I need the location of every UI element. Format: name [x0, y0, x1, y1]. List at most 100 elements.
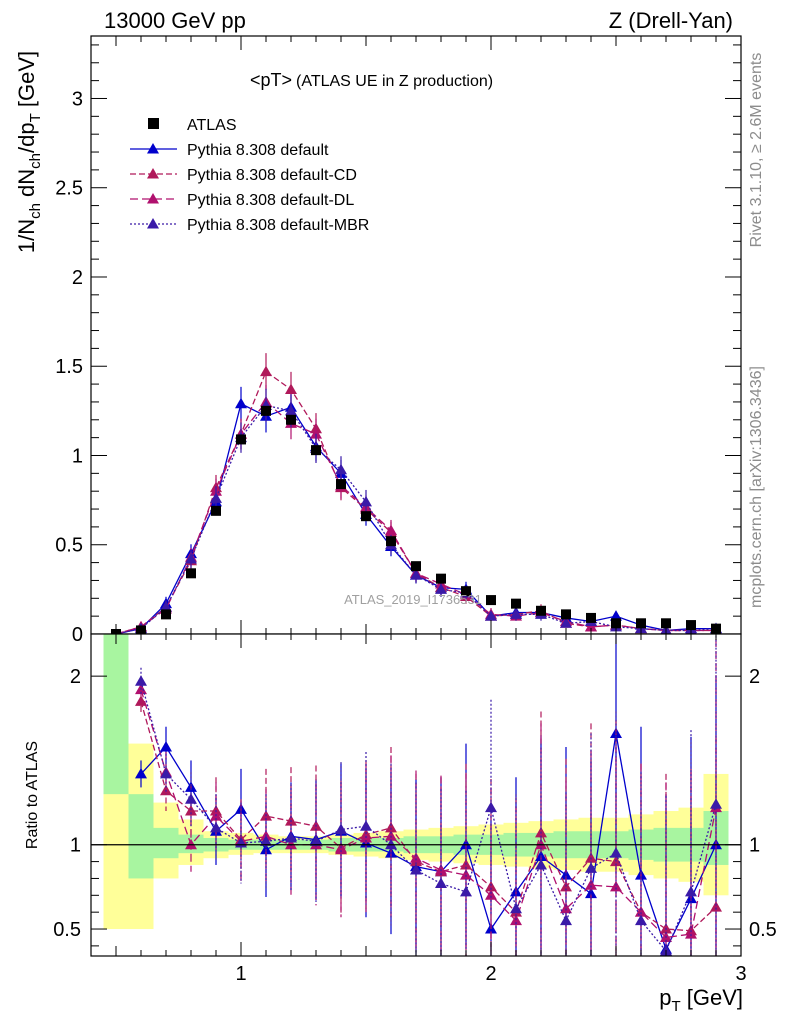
- legend-label-cd: Pythia 8.308 default-CD: [187, 167, 357, 184]
- atlas-data-point: [236, 434, 246, 445]
- series-point-mbr: [435, 583, 447, 594]
- atlas-data-point: [336, 479, 346, 490]
- series-point-mbr: [210, 492, 222, 503]
- legend-marker-dl: [147, 193, 159, 204]
- atlas-data-point: [636, 618, 646, 629]
- series-point-default: [235, 397, 247, 409]
- atlas-data-point: [211, 505, 221, 516]
- atlas-data-point: [361, 511, 371, 522]
- ratio-point-mbr: [535, 858, 547, 870]
- mcplots-label: mcplots.cern.ch [arXiv:1306.3436]: [748, 366, 765, 608]
- atlas-data-point: [436, 573, 446, 584]
- atlas-data-point: [461, 586, 471, 597]
- series-point-mbr: [360, 495, 372, 507]
- atlas-data-point: [486, 595, 496, 606]
- ratio-point-mbr: [135, 675, 147, 686]
- legend-marker-atlas: [148, 118, 159, 129]
- y-axis-label-bottom: Ratio to ATLAS: [24, 741, 41, 849]
- y-tick-label-bottom: 0.5: [53, 919, 81, 941]
- series-point-cd: [285, 383, 297, 394]
- y-tick-label-top: 3: [72, 88, 83, 110]
- atlas-data-point: [661, 618, 671, 629]
- ratio-point-dl: [410, 852, 422, 863]
- ratio-point-mbr: [385, 838, 397, 850]
- ratio-line-cd: [140, 701, 717, 932]
- legend-marker-default: [147, 143, 159, 154]
- series-point-dl: [385, 524, 397, 535]
- atlas-data-point: [686, 620, 696, 631]
- y-axis-label-top: 1/Nch dNch/dpT [GeV]: [14, 51, 44, 253]
- y-tick-label-bottom: 1: [70, 835, 81, 857]
- ratio-point-dl: [685, 928, 697, 939]
- atlas-data-point: [186, 568, 196, 579]
- atlas-data-point: [286, 414, 296, 425]
- header-right: Z (Drell-Yan): [609, 8, 733, 33]
- legend-label-default: Pythia 8.308 default: [187, 142, 329, 159]
- ratio-band-inner: [128, 794, 154, 879]
- y-tick-label-top: 2.5: [55, 178, 83, 200]
- ratio-point-mbr: [635, 914, 647, 926]
- x-tick-label: 2: [485, 963, 496, 985]
- y-tick-label-bottom: 2: [70, 666, 81, 688]
- ratio-point-cd: [385, 821, 397, 833]
- ratio-band-inner: [103, 634, 129, 795]
- atlas-data-point: [311, 445, 321, 456]
- series-point-mbr: [185, 553, 197, 564]
- ratio-point-mbr: [210, 821, 222, 833]
- ratio-point-mbr: [160, 767, 172, 779]
- analysis-watermark: ATLAS_2019_I1736531: [344, 592, 482, 607]
- ratio-line-mbr: [140, 681, 717, 953]
- ratio-plot-panel: 1 2 30.5 0.51 12 2: [53, 633, 777, 985]
- ratio-point-mbr: [310, 835, 322, 846]
- atlas-data-point: [386, 536, 396, 547]
- ratio-point-mbr: [585, 862, 597, 873]
- ratio-point-mbr: [710, 798, 722, 809]
- ratio-point-dl: [560, 902, 572, 914]
- plot-title-main: <pT>: [250, 70, 292, 90]
- main-plot-panel: 0 0.5 1 1.5 2 2.5 3 <pT> (ATLAS UE in Z produc…: [55, 35, 742, 646]
- ratio-point-dl: [285, 838, 297, 850]
- header-left: 13000 GeV pp: [104, 8, 246, 33]
- ratio-band-inner: [153, 827, 179, 859]
- y-tick-label-bottom-right: 0.5: [749, 919, 777, 941]
- ratio-point-mbr: [510, 902, 522, 914]
- ratio-point-mbr: [260, 835, 272, 846]
- atlas-data-point: [411, 561, 421, 572]
- ratio-point-dl: [460, 869, 472, 880]
- atlas-data-point: [261, 405, 271, 416]
- ratio-point-mbr: [485, 801, 497, 813]
- y-tick-label-bottom-right: 2: [749, 666, 760, 688]
- series-point-mbr: [335, 463, 347, 475]
- ratio-point-dl: [610, 880, 622, 892]
- legend-label-dl: Pythia 8.308 default-DL: [187, 192, 354, 209]
- atlas-data-point: [611, 618, 621, 629]
- ratio-point-default: [160, 740, 172, 752]
- legend: ATLAS Pythia 8.308 default Pythia 8.308 de…: [130, 117, 369, 234]
- ratio-point-dl: [185, 838, 197, 850]
- ratio-point-mbr: [610, 847, 622, 858]
- legend-marker-mbr: [147, 218, 159, 229]
- legend-label-atlas: ATLAS: [187, 117, 237, 134]
- ratio-point-mbr: [185, 793, 197, 804]
- ratio-point-dl: [335, 843, 347, 855]
- series-point-mbr: [285, 404, 297, 416]
- x-tick-label: 1: [235, 963, 246, 985]
- atlas-data-point: [561, 609, 571, 620]
- y-tick-label-top: 1.5: [55, 356, 83, 378]
- series-point-mbr: [410, 569, 422, 580]
- ratio-point-dl: [385, 830, 397, 841]
- series-point-mbr: [510, 608, 522, 619]
- x-axis-label: pT [GeV]: [659, 985, 743, 1015]
- atlas-data-point: [536, 605, 546, 616]
- ratio-point-mbr: [410, 864, 422, 875]
- atlas-data-point: [161, 609, 171, 620]
- series-point-mbr: [485, 610, 497, 621]
- ratio-point-default: [135, 767, 147, 779]
- series-point-mbr: [560, 617, 572, 628]
- series-point-dl: [310, 428, 322, 439]
- atlas-data-point: [511, 598, 521, 609]
- ratio-point-mbr: [560, 914, 572, 926]
- series-point-dl: [585, 620, 597, 632]
- ratio-point-cd: [185, 805, 197, 816]
